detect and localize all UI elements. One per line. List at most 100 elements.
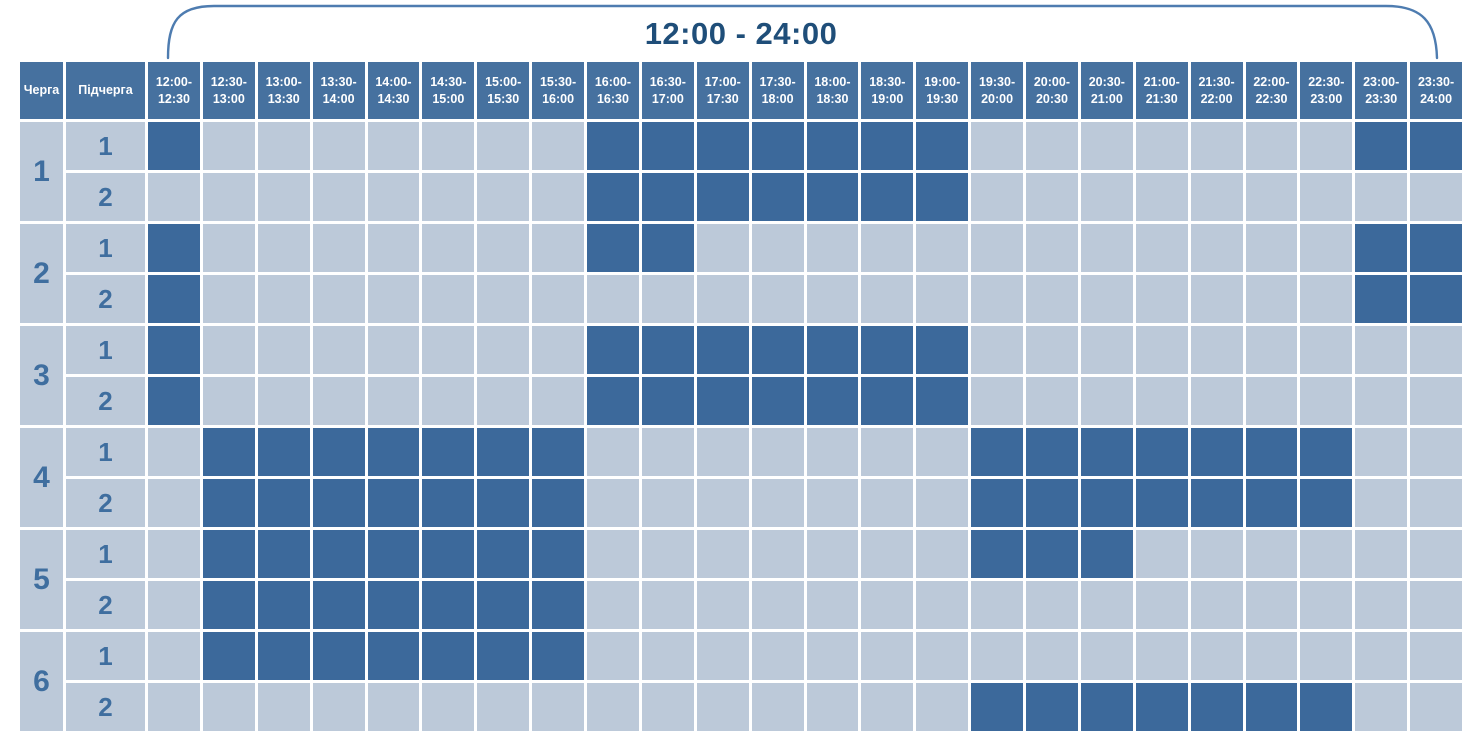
schedule-cell [422,428,475,476]
schedule-cell [532,581,584,629]
schedule-cell [696,428,749,476]
schedule-cell [148,326,200,374]
schedule-cell [312,683,365,731]
schedule-cell [1410,632,1462,680]
schedule-cell [367,275,420,323]
schedule-cell [916,632,969,680]
queue-label: 6 [20,632,63,731]
schedule-cell [1410,224,1462,272]
schedule-cell [532,479,584,527]
schedule-cell [1355,377,1408,425]
schedule-cell [861,122,914,170]
schedule-cell [861,530,914,578]
schedule-cell [1300,173,1353,221]
schedule-cell [422,632,475,680]
time-slot-header: 12:30- 13:00 [202,62,255,119]
schedule-cell [916,479,969,527]
schedule-cell [257,224,310,272]
schedule-cell [751,632,804,680]
schedule-cell [751,275,804,323]
schedule-cell [148,530,200,578]
time-slot-header: 22:00- 22:30 [1245,62,1298,119]
schedule-cell [1026,122,1078,170]
schedule-cell [1026,479,1078,527]
schedule-cell [916,377,969,425]
schedule-cell [751,581,804,629]
schedule-cell [1026,683,1078,731]
time-slot-header: 17:00- 17:30 [696,62,749,119]
schedule-cell [1080,326,1133,374]
schedule-cell [806,173,859,221]
schedule-cell [1190,428,1243,476]
time-slot-header: 12:00- 12:30 [148,62,200,119]
schedule-cell [696,479,749,527]
schedule-cell [1080,581,1133,629]
schedule-cell [1080,173,1133,221]
schedule-cell [751,683,804,731]
schedule-cell [477,224,530,272]
schedule-cell [587,173,639,221]
schedule-cell [696,581,749,629]
schedule-cell [312,173,365,221]
subqueue-label: 2 [66,377,145,425]
queue-label: 4 [20,428,63,527]
schedule-cell [1245,632,1298,680]
time-slot-header: 15:00- 15:30 [477,62,530,119]
schedule-cell [1410,581,1462,629]
schedule-cell [1245,275,1298,323]
schedule-cell [641,224,694,272]
subqueue-label: 1 [66,122,145,170]
schedule-cell [422,224,475,272]
schedule-cell [312,224,365,272]
schedule-cell [312,530,365,578]
schedule-cell [916,683,969,731]
schedule-cell [202,275,255,323]
schedule-cell [257,326,310,374]
time-slot-header: 22:30- 23:00 [1300,62,1353,119]
schedule-cell [1026,173,1078,221]
schedule-cell [367,683,420,731]
schedule-cell [202,224,255,272]
subqueue-label: 2 [66,581,145,629]
schedule-cell [971,683,1023,731]
schedule-cell [257,530,310,578]
time-slot-header: 21:30- 22:00 [1190,62,1243,119]
time-slot-header: 19:00- 19:30 [916,62,969,119]
schedule-cell [641,581,694,629]
schedule-cell [202,173,255,221]
schedule-cell [751,122,804,170]
queue-label: 2 [20,224,63,323]
schedule-cell [1245,224,1298,272]
schedule-cell [477,530,530,578]
schedule-cell [1026,581,1078,629]
schedule-cell [1410,275,1462,323]
schedule-cell [367,224,420,272]
schedule-cell [1300,428,1353,476]
schedule-cell [148,632,200,680]
schedule-cell [1245,326,1298,374]
schedule-cell [1080,530,1133,578]
schedule-cell [1135,479,1188,527]
schedule-cell [1135,224,1188,272]
schedule-cell [422,173,475,221]
schedule-cell [148,428,200,476]
subqueue-label: 1 [66,326,145,374]
schedule-cell [1245,122,1298,170]
schedule-cell [1080,377,1133,425]
schedule-cell [1026,326,1078,374]
schedule-cell [806,683,859,731]
schedule-cell [1410,683,1462,731]
schedule-cell [148,173,200,221]
schedule-cell [148,377,200,425]
schedule-cell [477,326,530,374]
schedule-cell [696,122,749,170]
schedule-cell [587,530,639,578]
schedule-cell [587,224,639,272]
schedule-cell [257,122,310,170]
schedule-cell [257,173,310,221]
schedule-cell [971,326,1023,374]
schedule-cell [751,530,804,578]
schedule-cell [1190,581,1243,629]
schedule-cell [367,632,420,680]
